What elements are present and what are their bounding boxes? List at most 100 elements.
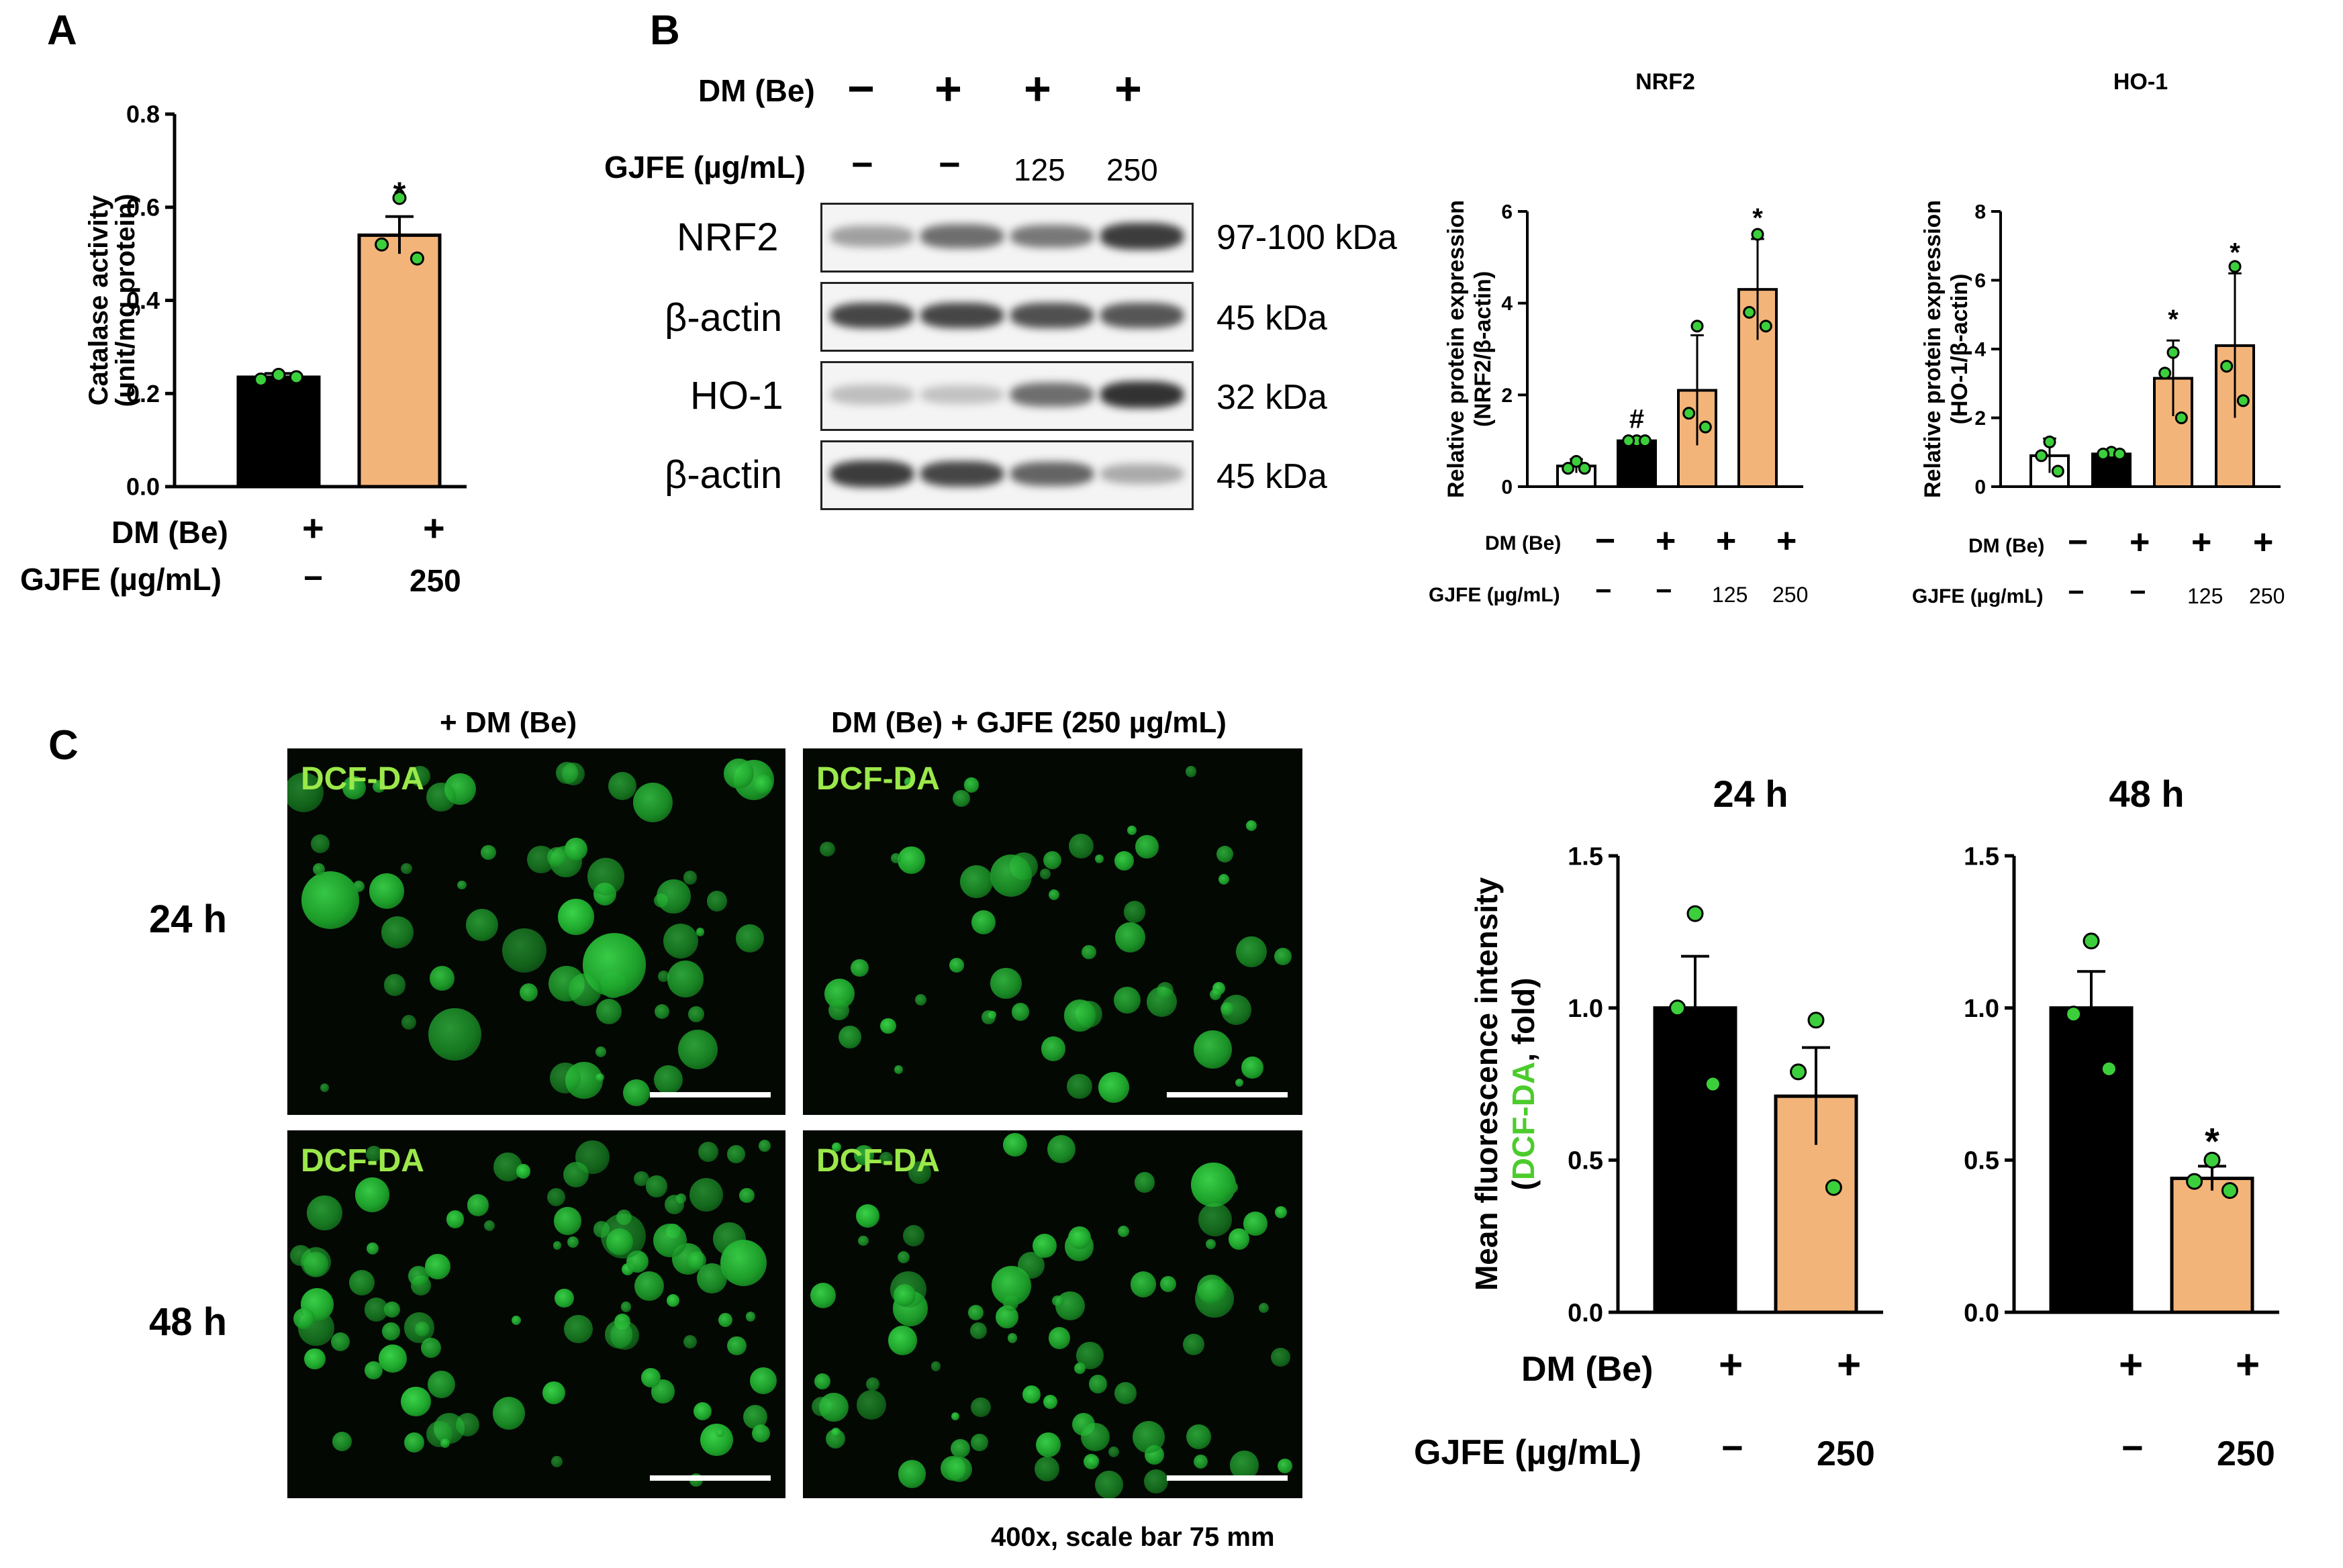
fluorescent-cell [587,858,625,895]
fluorescent-cell [1132,1421,1165,1454]
y-tick-label: 4 [1501,293,1513,315]
fluorescent-cell [707,891,728,912]
fluorescent-cell [720,1239,767,1286]
ho1-dm-mark: + [2253,523,2274,562]
fluorescent-cell [831,1142,842,1152]
y-axis-label: Relative protein expression [1443,200,1469,498]
fluorescent-cell [951,1438,970,1459]
fluorescent-cell [440,1438,450,1449]
fluorescent-cell [623,1079,650,1106]
ho1-dm-mark: + [2191,523,2212,562]
fluorescent-cell [990,854,1032,897]
data-point [2228,260,2242,273]
micrograph-dm-48h: DCF-DA [287,1130,785,1498]
fluorescent-cell [550,1062,581,1093]
ho1-gjfe-mark: − [2130,576,2146,607]
fluorescent-cell [610,1321,640,1351]
fluorescent-cell [653,1223,687,1258]
fluorescent-cell [1193,1030,1232,1069]
fluorescent-cell [693,1402,712,1421]
fluorescent-cell [1043,1395,1057,1409]
fluorescent-cell [430,966,455,991]
y-axis-label-2: (unit/mg protein) [111,194,140,407]
ho1-gjfe-mark: − [2068,576,2085,607]
data-point [2065,1006,2083,1023]
data-point [375,237,389,252]
micrograph-gjfe-48h: DCF-DA [803,1130,1302,1498]
blot-strip-actin-2 [820,440,1194,510]
data-point [289,370,303,385]
data-point [1690,320,1704,333]
fluorescent-cell [1157,981,1174,999]
blot-band [1100,463,1184,485]
fluorescent-cell [751,1424,770,1443]
panel-a-gjfe-label: GJFE (µg/mL) [20,562,222,597]
blot-kda-ho1: 32 kDa [1216,378,1327,417]
fluor-dm-label: DM (Be) [1521,1350,1654,1389]
fluorescent-cell [1067,1226,1092,1249]
y-axis-label-part: ( [1506,1179,1541,1190]
fluorescent-cell [1035,1432,1061,1457]
y-tick-label: 0.5 [1568,1147,1603,1175]
significance-mark: * [1752,203,1763,233]
fluor-dm-mark-4: + [2236,1342,2260,1388]
scale-bar [1167,1475,1288,1481]
fluorescent-cell [1241,1057,1263,1079]
fluorescent-cell [379,1344,407,1373]
fluorescent-cell [381,1322,400,1341]
fluorescent-cell [564,1314,593,1344]
fluorescent-cell [758,1139,771,1153]
fluorescent-cell [727,1336,747,1356]
y-tick-label: 1.5 [1568,842,1603,871]
fluorescent-cell [426,782,456,812]
fluorescent-cell [657,879,691,914]
ho1-gjfe-mark: 250 [2249,584,2285,608]
fluorescent-cell [1130,1271,1156,1297]
fluorescent-cell [372,779,386,793]
blot-band [830,385,914,405]
significance-mark: * [2168,305,2179,334]
data-point [2043,435,2056,448]
panel-a-dm-label: DM (Be) [111,515,228,550]
fluorescent-cell [990,967,1022,999]
fluorescent-cell [865,1377,879,1391]
data-point [2113,447,2126,460]
panel-letter-b: B [650,7,680,54]
y-tick-label: 1.0 [1568,995,1603,1023]
ho1-gjfe-mark: 125 [2187,584,2224,608]
fluorescent-cell [898,846,926,875]
fluorescent-cell [969,1322,987,1340]
y-tick-label: 2 [1974,407,1986,430]
panel-a-dm-mark-1: + [302,507,324,549]
blot-kda-nrf2: 97-100 kDa [1216,218,1397,257]
fluorescent-cell [606,1228,634,1256]
fluorescent-cell [1228,1228,1250,1250]
fluorescent-cell [401,1386,431,1416]
data-point [254,372,269,387]
fluorescent-cell [415,1322,430,1337]
y-tick-label: 0.0 [1964,1299,1999,1327]
fluorescent-cell [1182,1333,1204,1355]
fluorescent-cell [953,790,970,807]
fluorescent-cell [481,845,496,861]
fluorescent-cell [891,852,901,863]
fluorescent-cell [1243,1212,1268,1236]
y-tick-label: 0.0 [126,473,160,501]
fluorescent-cell [1216,846,1233,863]
data-point [2035,449,2048,462]
fluorescent-cell [542,1381,565,1405]
fluorescent-cell [683,1334,698,1349]
bar [1617,439,1657,489]
panel-a-gjfe-mark-2: 250 [410,563,461,598]
stain-label: DCF-DA [816,1143,940,1179]
y-tick-label: 4 [1974,339,1986,361]
fluorescent-cell [1220,1002,1234,1016]
y-tick-label: 0.4 [126,287,160,314]
blot-label-nrf2: NRF2 [677,215,779,259]
fluorescent-cell [367,1242,379,1255]
fluorescent-cell [897,1251,910,1263]
data-point [1669,999,1686,1017]
y-tick-label: 0.8 [126,101,160,128]
fluorescent-cell [365,1361,383,1379]
y-tick-label: 0.2 [126,380,160,407]
